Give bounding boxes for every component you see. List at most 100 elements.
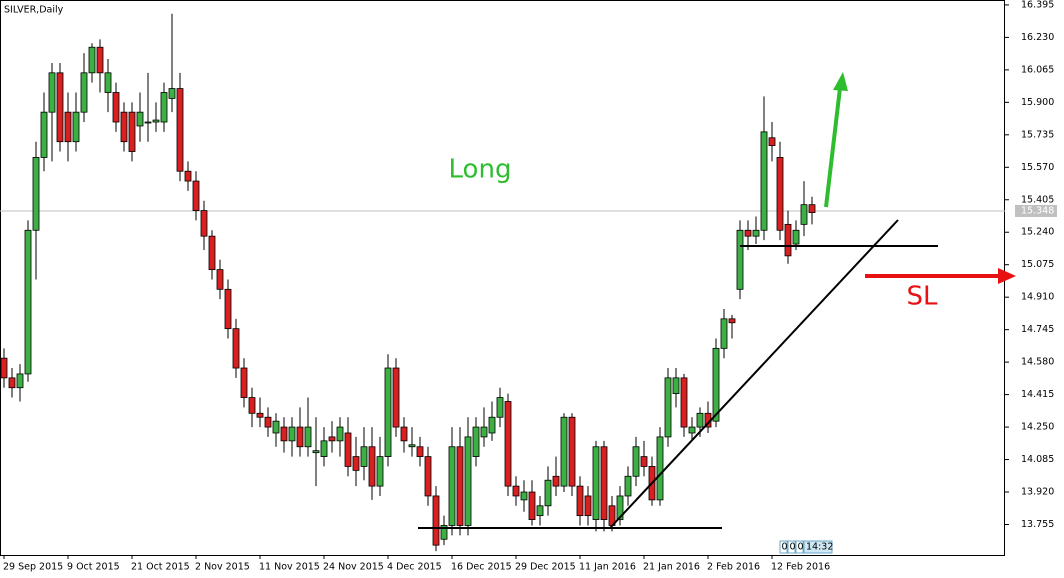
x-tick-label: 16 Dec 2015 — [451, 562, 512, 573]
candle-body — [176, 88, 184, 172]
candle-body — [464, 436, 472, 526]
candle-body — [64, 111, 72, 143]
candle-body — [408, 444, 416, 448]
candle-body — [368, 446, 376, 487]
y-tick-label: 15.075 — [1021, 259, 1054, 270]
candle-body — [136, 111, 144, 127]
candle-body — [208, 235, 216, 271]
candle-body — [440, 525, 448, 540]
candle-body — [296, 426, 304, 448]
candle-body — [656, 436, 664, 501]
candle-body — [744, 229, 752, 237]
candle-body — [400, 426, 408, 442]
candle-body — [120, 111, 128, 143]
candle-body — [248, 397, 256, 414]
candle-body — [624, 475, 632, 497]
candle-body — [392, 367, 400, 428]
x-tick-label: 29 Dec 2015 — [515, 562, 576, 573]
candle-body — [200, 210, 208, 237]
y-tick-label: 15.735 — [1021, 129, 1054, 140]
candle-body — [312, 450, 320, 454]
x-tick-label: 24 Nov 2015 — [323, 562, 384, 573]
candle-body — [192, 180, 200, 211]
x-tick-label: 2 Nov 2015 — [195, 562, 250, 573]
y-tick-label: 15.570 — [1021, 162, 1054, 173]
long-label: Long — [449, 155, 512, 185]
candle-body — [344, 432, 352, 467]
candle-body — [232, 328, 240, 369]
candle-body — [736, 229, 744, 290]
x-tick-label: 21 Jan 2016 — [643, 562, 700, 573]
candle-body — [168, 88, 176, 99]
candle-body — [560, 416, 568, 487]
candle-body — [56, 72, 64, 143]
candle-body — [360, 446, 368, 467]
candle-body — [584, 495, 592, 517]
candle-body — [8, 377, 16, 389]
y-tick-label: 14.085 — [1021, 454, 1054, 465]
candle-body — [280, 426, 288, 442]
candle-body — [80, 72, 88, 113]
candle-body — [48, 72, 56, 113]
candle-body — [128, 111, 136, 152]
candle-body — [688, 426, 696, 434]
candle-body — [352, 456, 360, 471]
candle-body — [480, 426, 488, 438]
candle-body — [520, 491, 528, 501]
candle-body — [544, 479, 552, 507]
candle-body — [528, 491, 536, 520]
clock: 14:32 — [806, 542, 833, 553]
y-tick-label: 15.405 — [1021, 194, 1054, 205]
x-tick-label: 29 Sep 2015 — [3, 562, 63, 573]
current-price-box — [1015, 204, 1057, 217]
candle-body — [784, 223, 792, 257]
candle-body — [184, 170, 192, 182]
candle-body — [472, 426, 480, 457]
candle-body — [512, 485, 520, 497]
candle-body — [664, 377, 672, 438]
candle-body — [416, 446, 424, 457]
y-tick-label: 15.900 — [1021, 97, 1054, 108]
candle-body — [728, 318, 736, 324]
candle-body — [384, 367, 392, 457]
y-tick-label: 13.755 — [1021, 519, 1054, 530]
y-tick-label: 14.250 — [1021, 422, 1054, 433]
candle-body — [712, 347, 720, 422]
counter-box — [779, 540, 788, 554]
x-tick-label: 2 Feb 2016 — [707, 562, 760, 573]
candle-body — [552, 475, 560, 487]
y-tick-label: 13.920 — [1021, 487, 1054, 498]
candle-body — [792, 229, 800, 245]
candle-body — [96, 46, 104, 74]
candle-body — [88, 46, 96, 74]
x-tick-label: 4 Dec 2015 — [387, 562, 442, 573]
y-tick-label: 14.745 — [1021, 324, 1054, 335]
candle-body — [720, 318, 728, 349]
y-tick-label: 16.065 — [1021, 64, 1054, 75]
candle-body — [432, 495, 440, 546]
clock-box — [803, 540, 833, 554]
candle-body — [672, 377, 680, 395]
candle-body — [456, 446, 464, 526]
candle-body — [504, 401, 512, 487]
y-tick-label: 16.230 — [1021, 32, 1054, 43]
long-arrow — [824, 87, 842, 208]
sl-label: SL — [907, 282, 939, 312]
candle-body — [376, 456, 384, 487]
y-tick-label: 14.580 — [1021, 357, 1054, 368]
candle-body — [240, 367, 248, 398]
candle-body — [424, 456, 432, 497]
candle-body — [112, 92, 120, 123]
candle-body — [616, 495, 624, 520]
candle-body — [0, 357, 8, 379]
sl-arrow-head — [998, 268, 1016, 284]
candle-body — [496, 397, 504, 418]
trend-line — [609, 219, 899, 529]
candle-body — [16, 373, 24, 389]
candle-body — [320, 440, 328, 457]
candle-body — [576, 485, 584, 517]
candle-body — [32, 157, 40, 231]
candle-body — [592, 446, 600, 520]
candle-body — [288, 426, 296, 442]
candle-body — [448, 446, 456, 526]
